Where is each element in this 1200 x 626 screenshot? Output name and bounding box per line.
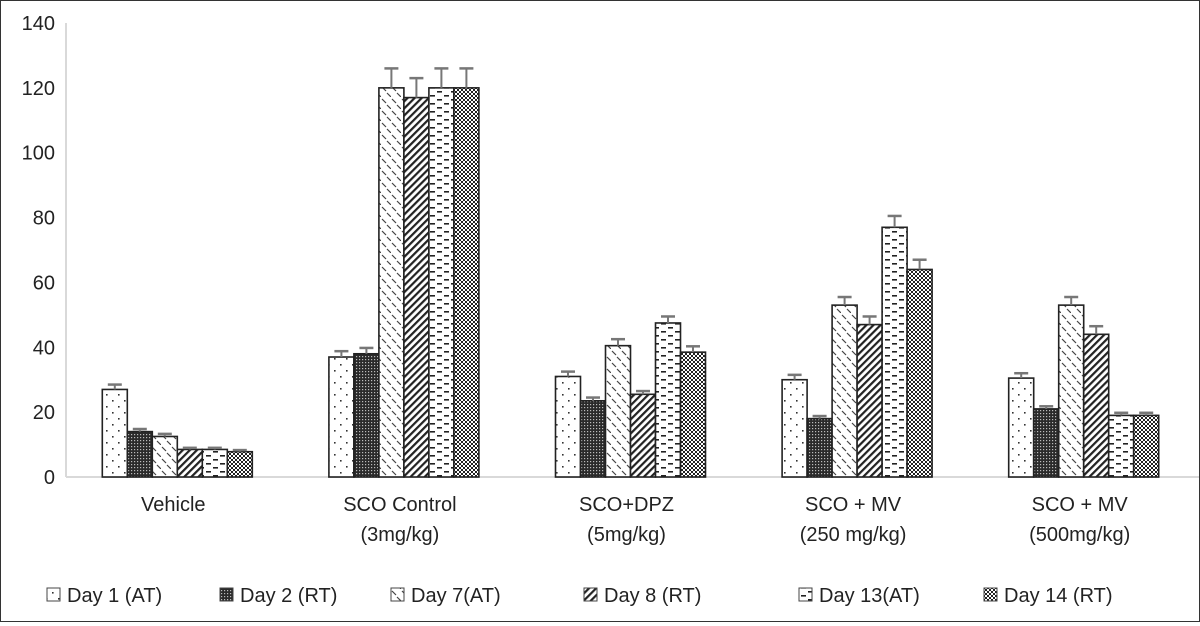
- bar-4-2: [1057, 304, 1085, 478]
- legend-label: Day 8 (RT): [604, 585, 701, 607]
- x-axis-labels: Vehicle SCO Control (3mg/kg) SCO+DPZ (5mg/kg…: [141, 494, 1130, 546]
- y-tick-label: 60: [33, 272, 55, 294]
- y-tick-label: 120: [22, 78, 55, 100]
- bar-1-5: [453, 87, 480, 478]
- x-tick-label: (3mg/kg): [360, 524, 439, 546]
- bar-2-2: [604, 344, 632, 478]
- legend-label: Day 7(AT): [411, 585, 501, 607]
- bar-2-4: [654, 322, 682, 478]
- bar-4-3: [1082, 333, 1110, 478]
- bar-0-4: [201, 448, 229, 478]
- y-tick-label: 80: [33, 208, 55, 230]
- bar-1-3: [403, 96, 430, 478]
- bar-3-4: [881, 226, 908, 478]
- x-tick-label: SCO + MV: [805, 494, 902, 516]
- bar-0-5: [226, 450, 254, 478]
- bar-2-0: [554, 375, 582, 478]
- y-tick-label: 40: [33, 337, 55, 359]
- bar-3-5: [906, 268, 933, 478]
- legend-swatch: [219, 587, 234, 602]
- legend: Day 1 (AT) Day 2 (RT) Day 7(AT) Day 8 (RT) D…: [46, 585, 1113, 607]
- bar-0-1: [126, 430, 154, 478]
- bar-2-5: [679, 351, 707, 478]
- x-tick-label: Vehicle: [141, 494, 206, 516]
- bar-2-3: [629, 393, 657, 478]
- legend-label: Day 1 (AT): [67, 585, 162, 607]
- x-tick-label: (250 mg/kg): [800, 524, 907, 546]
- bar-4-4: [1107, 414, 1135, 478]
- x-tick-label: (5mg/kg): [587, 524, 666, 546]
- legend-label: Day 2 (RT): [240, 585, 337, 607]
- bar-2-1: [579, 399, 607, 478]
- bar-3-2: [831, 304, 858, 478]
- bar-3-1: [806, 417, 833, 478]
- x-tick-label: SCO + MV: [1032, 494, 1129, 516]
- legend-swatch: [46, 587, 61, 602]
- y-tick-label: 0: [44, 467, 55, 489]
- x-tick-label: SCO+DPZ: [579, 494, 674, 516]
- legend-swatch: [983, 587, 998, 602]
- bar-4-5: [1132, 414, 1160, 478]
- bar-1-2: [378, 87, 405, 478]
- bar-3-3: [856, 323, 883, 478]
- bar-4-0: [1007, 377, 1035, 478]
- bar-0-3: [176, 448, 204, 478]
- y-tick-label: 20: [33, 402, 55, 424]
- bar-1-4: [428, 87, 455, 478]
- bar-1-0: [328, 356, 355, 478]
- bar-1-1: [353, 352, 380, 478]
- legend-label: Day 14 (RT): [1004, 585, 1113, 607]
- bar-3-0: [781, 378, 808, 478]
- y-tick-label: 100: [22, 143, 55, 165]
- legend-swatch: [390, 587, 405, 602]
- legend-swatch: [583, 587, 598, 602]
- bar-0-2: [151, 435, 179, 478]
- bar-4-1: [1032, 408, 1060, 478]
- y-tick-label: 140: [22, 13, 55, 35]
- legend-swatch: [798, 587, 813, 602]
- x-tick-label: SCO Control: [343, 494, 456, 516]
- legend-label: Day 13(AT): [819, 585, 920, 607]
- x-tick-label: (500mg/kg): [1029, 524, 1130, 546]
- y-axis: 0 20 40 60 80 100 120 140: [22, 13, 1199, 489]
- bar-0-0: [101, 388, 129, 478]
- bars: [101, 67, 1160, 478]
